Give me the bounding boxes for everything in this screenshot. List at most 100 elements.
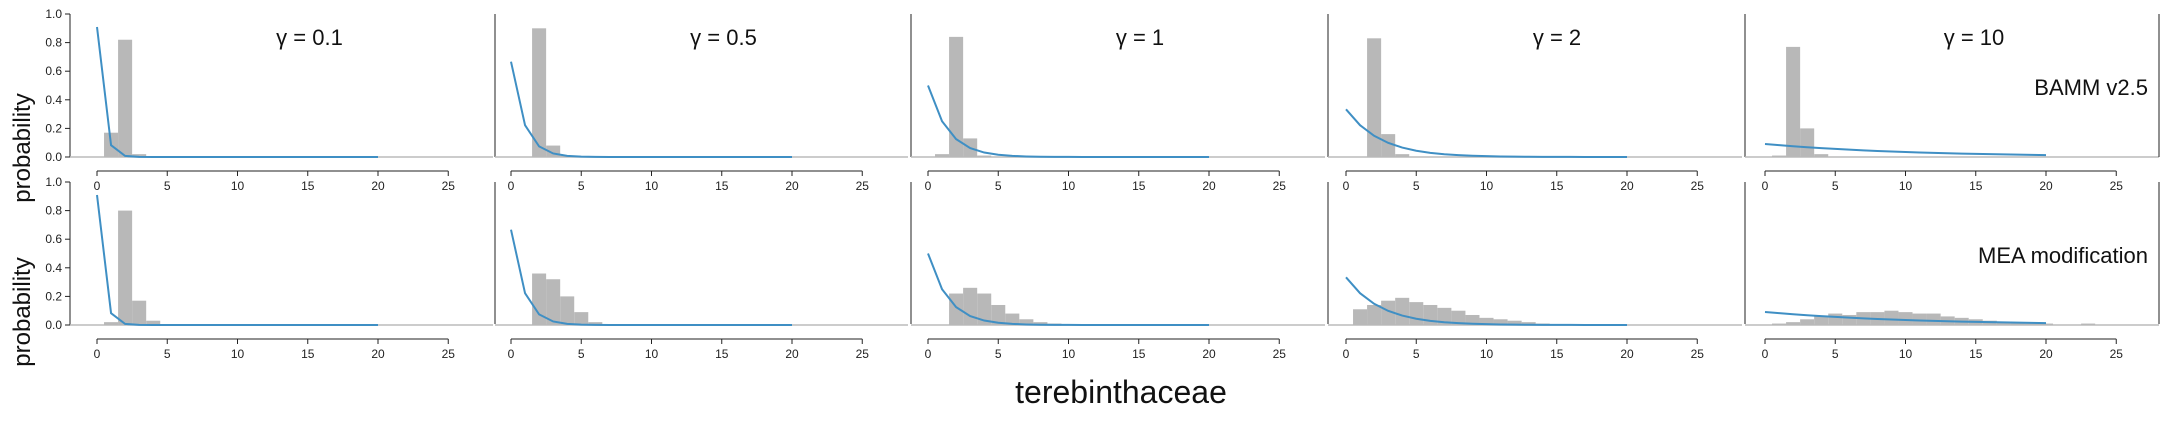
panel-row0-col2: 0 5 10 15 20 25 γ = 1 <box>910 14 1325 193</box>
x-tick-label-5: 5 <box>164 347 171 361</box>
x-tick-label-10: 10 <box>1062 179 1076 193</box>
x-tick-label-20: 20 <box>1620 179 1634 193</box>
y-tick-label-row-0-3: 0.6 <box>45 64 62 78</box>
panel-title-gamma-2: γ = 2 <box>1533 25 1581 50</box>
bar-6 <box>588 322 603 325</box>
x-tick-label-5: 5 <box>1832 179 1839 193</box>
panels-group: 0.0 0.2 0.4 0.6 0.8 1.0 0.0 0.2 0.4 0.6 0.8 1.0 0 5 10… <box>45 7 2160 361</box>
bar-2 <box>532 28 547 157</box>
x-tick-label-15: 15 <box>301 347 315 361</box>
x-tick-label-25: 25 <box>1691 179 1705 193</box>
bar-2 <box>1786 322 1801 325</box>
panel-row1-col0: 0 5 10 15 20 25 <box>69 182 493 361</box>
bar-3 <box>1800 128 1815 157</box>
bar-6 <box>1842 314 1857 325</box>
bar-12 <box>1507 320 1522 325</box>
prior-line <box>1764 143 2047 157</box>
prior-line <box>510 61 792 158</box>
row-label-bamm: BAMM v2.5 <box>2034 75 2148 100</box>
x-tick-label-25: 25 <box>442 179 456 193</box>
x-tick-label-0: 0 <box>508 179 515 193</box>
x-tick-label-5: 5 <box>578 347 585 361</box>
y-tick-label-row-1-2: 0.4 <box>45 261 62 275</box>
y-tick-label-row-1-0: 0.0 <box>45 318 62 332</box>
x-tick-label-0: 0 <box>925 179 932 193</box>
bar-2 <box>949 36 964 157</box>
panel-title-gamma-1: γ = 1 <box>1116 25 1164 50</box>
bar-2 <box>1367 304 1382 325</box>
x-tick-label-15: 15 <box>1132 347 1146 361</box>
bar-20 <box>2038 323 2054 325</box>
prior-line <box>1345 276 1628 326</box>
y-tick-label-row-0-1: 0.2 <box>45 121 62 135</box>
x-tick-label-10: 10 <box>231 179 245 193</box>
bar-5 <box>1409 302 1424 325</box>
x-tick-label-10: 10 <box>1899 179 1913 193</box>
bar-3 <box>1381 134 1396 157</box>
x-tick-label-0: 0 <box>925 347 932 361</box>
bar-17 <box>1996 322 2011 325</box>
x-tick-label-10: 10 <box>231 347 245 361</box>
panel-title-gamma-0.1: γ = 0.1 <box>276 25 343 50</box>
y-tick-label-row-0-2: 0.4 <box>45 93 62 107</box>
bar-23 <box>2081 323 2096 325</box>
x-tick-label-20: 20 <box>371 347 385 361</box>
bar-4 <box>1814 316 1829 325</box>
x-tick-label-5: 5 <box>1413 179 1420 193</box>
panel-title-gamma-0.5: γ = 0.5 <box>690 25 757 50</box>
bar-13 <box>1521 322 1536 325</box>
x-tick-label-25: 25 <box>2110 347 2124 361</box>
y-tick-label-row-0-0: 0.0 <box>45 150 62 164</box>
bar-10 <box>1898 312 1913 325</box>
panel-row0-col1: 0 5 10 15 20 25 γ = 0.5 <box>494 14 908 193</box>
prior-line <box>927 85 1209 158</box>
x-tick-label-0: 0 <box>1343 347 1350 361</box>
bar-1 <box>1353 309 1368 325</box>
bar-7 <box>1019 319 1034 325</box>
y-tick-label-row-0-5: 1.0 <box>45 7 62 21</box>
x-tick-label-25: 25 <box>1691 347 1705 361</box>
bar-11 <box>1912 313 1927 325</box>
bar-4 <box>977 155 992 157</box>
bar-5 <box>1828 313 1843 325</box>
bar-3 <box>546 145 561 157</box>
bar-1 <box>935 154 950 157</box>
row-label-mea: MEA modification <box>1978 243 2148 268</box>
x-tick-label-0: 0 <box>1762 347 1769 361</box>
bar-3 <box>963 287 978 325</box>
x-tick-label-15: 15 <box>1550 347 1564 361</box>
x-tick-label-5: 5 <box>164 179 171 193</box>
y-tick-label-row-1-1: 0.2 <box>45 289 62 303</box>
x-tick-label-25: 25 <box>856 179 870 193</box>
x-tick-label-5: 5 <box>578 179 585 193</box>
bar-11 <box>1493 319 1508 325</box>
prior-line <box>927 253 1209 326</box>
bar-9 <box>1884 310 1899 325</box>
panel-row0-col4: 0 5 10 15 20 25 γ = 10 <box>1744 14 2159 193</box>
x-tick-label-15: 15 <box>301 179 315 193</box>
panel-row1-col3: 0 5 10 15 20 25 <box>1327 182 1742 361</box>
bar-3 <box>1800 319 1815 325</box>
x-tick-label-10: 10 <box>1480 179 1494 193</box>
bar-3 <box>546 279 561 325</box>
bar-2 <box>118 39 133 157</box>
panel-row0-col3: 0 5 10 15 20 25 γ = 2 <box>1327 14 1742 193</box>
x-tick-label-15: 15 <box>1550 179 1564 193</box>
x-tick-label-25: 25 <box>1273 179 1287 193</box>
x-tick-label-15: 15 <box>715 347 729 361</box>
bar-2 <box>1786 46 1801 157</box>
x-tick-label-15: 15 <box>715 179 729 193</box>
x-tick-label-15: 15 <box>1132 179 1146 193</box>
y-axis-label-bottom: probability <box>9 257 36 366</box>
bar-5 <box>991 304 1006 325</box>
bar-2 <box>118 210 133 325</box>
bar-19 <box>2024 323 2039 325</box>
panel-row0-col0: 0 5 10 15 20 25 γ = 0.1 <box>69 14 493 193</box>
panel-title-gamma-10: γ = 10 <box>1944 25 2005 50</box>
bar-4 <box>1395 297 1410 325</box>
bar-5 <box>574 312 589 325</box>
prior-line <box>510 229 792 326</box>
bar-1 <box>1772 323 1787 325</box>
bar-3 <box>1381 300 1396 325</box>
x-tick-label-20: 20 <box>1202 347 1216 361</box>
